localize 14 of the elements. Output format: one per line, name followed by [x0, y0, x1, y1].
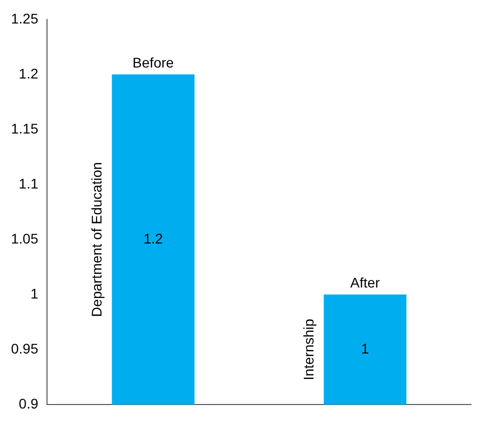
annotation: Department of Education — [88, 162, 105, 317]
y-tick-label: 0.9 — [18, 395, 38, 412]
x-tick-label: Before — [132, 54, 174, 70]
y-tick-label: 0.95 — [11, 340, 38, 356]
data-label: 1.2 — [143, 230, 164, 246]
y-tick-label: 1.05 — [11, 230, 38, 246]
data-label: 1 — [361, 340, 370, 356]
y-tick-label: 1.25 — [11, 10, 38, 26]
y-tick-label: 1 — [30, 285, 38, 302]
y-tick-label: 1.15 — [11, 120, 38, 136]
x-tick-label: After — [350, 274, 380, 290]
annotation: Internship — [300, 318, 317, 380]
y-tick-label: 1.1 — [18, 175, 38, 192]
y-tick-label: 1.2 — [18, 65, 38, 82]
